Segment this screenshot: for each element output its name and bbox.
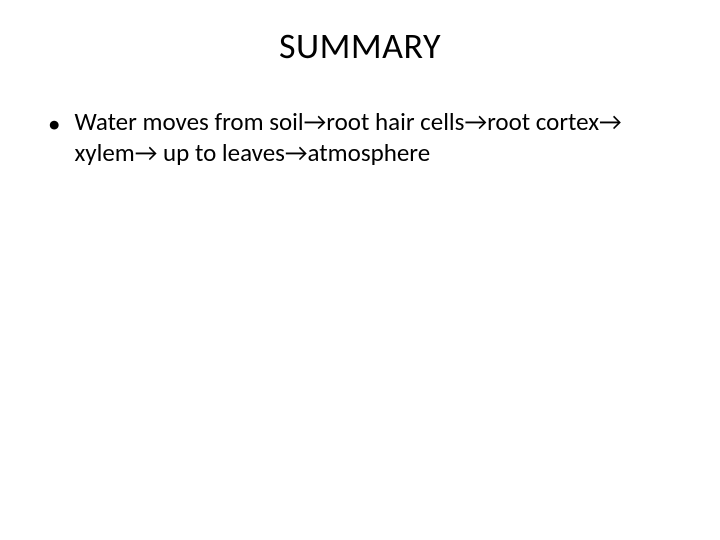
bullet-item: • Water moves from soil→root hair cells→… [48, 106, 680, 169]
bullet-marker: • [48, 108, 60, 139]
slide-title: SUMMARY [40, 24, 680, 68]
bullet-text: Water moves from soil→root hair cells→ro… [74, 106, 680, 169]
slide-content: • Water moves from soil→root hair cells→… [40, 106, 680, 169]
slide-container: SUMMARY • Water moves from soil→root hai… [0, 0, 720, 540]
